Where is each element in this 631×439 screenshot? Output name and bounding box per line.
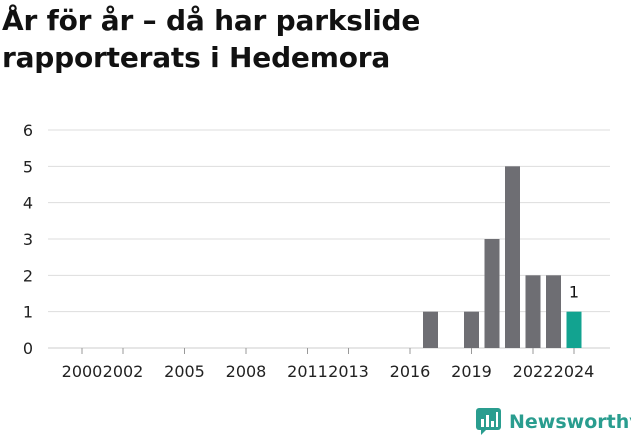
x-tick-label: 2013 bbox=[328, 362, 369, 381]
y-tick-label: 4 bbox=[23, 194, 33, 213]
y-axis-ticks: 0 1 2 3 4 5 6 bbox=[23, 121, 33, 358]
y-tick-label: 1 bbox=[23, 303, 33, 322]
chart-title: År för år – då har parkslide rapporterat… bbox=[2, 4, 421, 74]
newsworthy-brand: Newsworthy bbox=[475, 406, 631, 438]
x-tick-label: 2019 bbox=[451, 362, 492, 381]
x-tick-label: 2011 bbox=[287, 362, 328, 381]
x-tick-label: 2002 bbox=[103, 362, 144, 381]
y-tick-label: 2 bbox=[23, 266, 33, 285]
x-tick-label: 2022 bbox=[513, 362, 554, 381]
y-tick-label: 0 bbox=[23, 339, 33, 358]
y-tick-label: 3 bbox=[23, 230, 33, 249]
x-tick-label: 2024 bbox=[554, 362, 595, 381]
brand-name: Newsworthy bbox=[509, 411, 631, 433]
bar-2017 bbox=[423, 311, 438, 348]
bar-2019 bbox=[464, 311, 479, 348]
newsworthy-logo-icon bbox=[476, 408, 501, 435]
y-tick-label: 5 bbox=[23, 157, 33, 176]
x-tick-label: 2016 bbox=[390, 362, 431, 381]
bar-2024 bbox=[566, 311, 582, 348]
bar-2023 bbox=[546, 275, 561, 348]
bar-chart: 0 1 2 3 4 5 6 2000 2002 2005 2008 2011 2013 2016 2019… bbox=[23, 121, 610, 381]
data-labels: 1 bbox=[569, 283, 579, 302]
x-tick-label: 2005 bbox=[164, 362, 205, 381]
y-tick-label: 6 bbox=[23, 121, 33, 140]
x-tick-label: 2008 bbox=[226, 362, 267, 381]
bars bbox=[423, 166, 582, 348]
x-axis-ticks: 2000 2002 2005 2008 2011 2013 2016 2019 2022 2024 bbox=[62, 348, 595, 381]
bar-2021 bbox=[505, 166, 520, 348]
x-tick-label: 2000 bbox=[62, 362, 103, 381]
bar-2022 bbox=[525, 275, 541, 348]
data-label: 1 bbox=[569, 283, 579, 302]
bar-2020 bbox=[484, 239, 500, 348]
